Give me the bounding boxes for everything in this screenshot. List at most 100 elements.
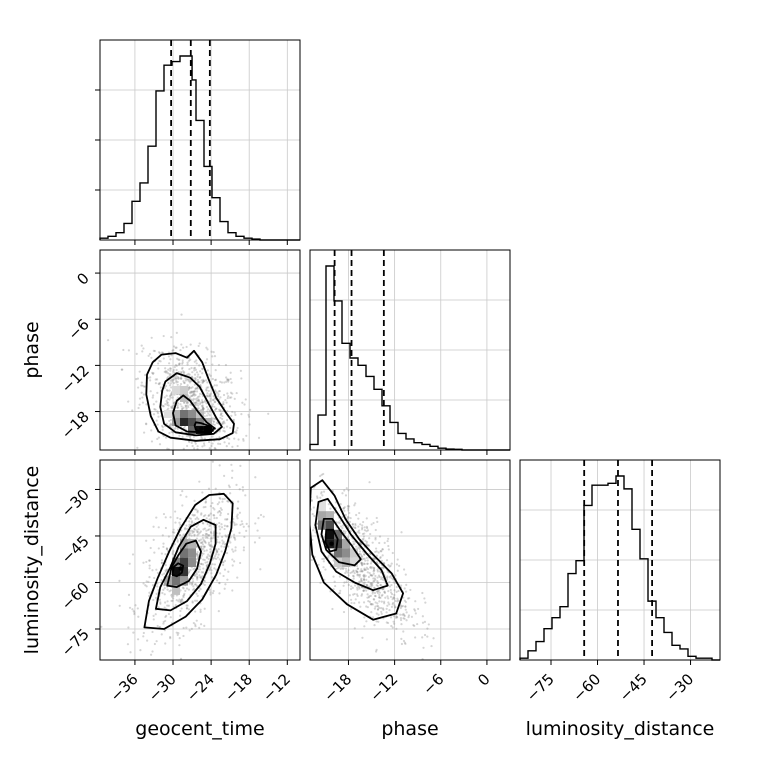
sample-point [224,543,227,546]
sample-point [201,575,204,578]
sample-point [235,483,238,486]
sample-point [198,589,201,592]
sample-point [195,619,198,622]
sample-point [339,503,342,506]
sample-point [376,591,379,595]
sample-point [218,464,221,467]
sample-point [402,617,405,620]
sample-point [202,380,205,383]
sample-point [196,395,200,399]
sample-point [202,538,205,541]
sample-point [193,394,196,397]
sample-point [189,387,193,390]
sample-point [201,521,204,525]
sample-point [176,404,179,407]
sample-point [163,572,166,575]
sample-point [353,627,356,630]
sample-point [421,636,424,639]
sample-point [168,362,171,365]
sample-point [226,500,229,503]
contour-level-3 [171,562,185,578]
sample-point [347,509,350,512]
sample-point [156,423,159,426]
sample-point [196,534,199,537]
histogram-panel-luminosity_distance [519,459,721,665]
sample-point [148,559,151,562]
sample-point [211,405,214,408]
sample-point [197,398,200,401]
sample-point [189,517,193,520]
sample-point [383,591,386,594]
sample-point [372,577,375,580]
sample-point [392,581,395,584]
density-bin [318,511,326,521]
sample-point [407,615,410,619]
sample-point [139,649,142,652]
sample-point [208,414,211,417]
sample-point [193,373,197,376]
sample-point [245,522,248,525]
sample-point [175,379,178,382]
sample-point [199,541,202,544]
sample-point [366,606,369,609]
sample-point [165,548,169,551]
histogram-panel-phase [309,249,511,455]
sample-point [188,520,191,523]
sample-point [215,557,218,561]
sample-point [397,589,400,593]
sample-point [178,598,181,601]
sample-point [379,584,382,587]
sample-point [224,583,227,586]
sample-point [151,630,154,634]
sample-point [158,359,161,362]
sample-point [233,522,236,525]
sample-point [223,559,227,562]
sample-point [203,415,206,418]
sample-point [378,570,382,573]
sample-point [162,622,165,625]
sample-point [202,547,205,551]
axis-label-x-geocent_time: geocent_time [135,718,264,740]
sample-point [161,426,164,429]
sample-point [374,550,377,554]
sample-point [215,516,218,520]
sample-point [239,523,242,526]
sample-point [172,528,175,531]
sample-point [210,576,214,579]
sample-point [386,539,389,543]
sample-point [342,567,345,570]
sample-point [347,507,350,510]
sample-point [197,399,200,402]
sample-point [189,358,192,361]
sample-point [224,363,228,367]
sample-point [212,532,215,535]
tick-label-x-phase: −18 [320,670,355,705]
sample-point [432,637,435,640]
sample-point [219,507,222,510]
sample-point [157,547,160,550]
sample-point [352,575,355,578]
sample-point [358,580,361,583]
sample-point [208,569,211,572]
sample-point [258,536,261,539]
density-bin [172,418,180,426]
sample-point [378,535,382,538]
sample-point [127,349,130,352]
sample-point [366,527,369,530]
sample-point [202,380,205,383]
sample-point [365,530,368,533]
sample-point [179,377,183,380]
sample-point [145,403,148,406]
sample-point [343,581,346,584]
sample-point [242,437,245,441]
sample-point [372,580,375,583]
sample-point [222,393,226,397]
sample-point [200,513,203,516]
sample-point [203,527,207,530]
sample-point [176,516,179,520]
sample-point [200,399,204,402]
sample-point [202,506,205,509]
sample-point [211,423,215,426]
sample-point [413,624,416,628]
sample-point [180,371,183,375]
